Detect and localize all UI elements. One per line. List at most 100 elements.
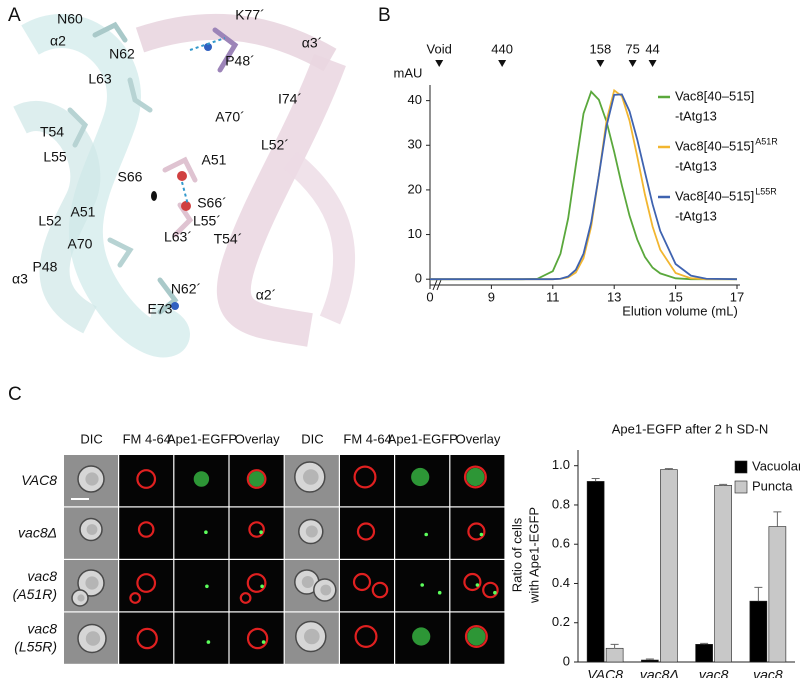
error-bar xyxy=(610,643,619,649)
residue-label: N60 xyxy=(57,11,83,27)
bar xyxy=(714,485,732,663)
residue-label: N62´ xyxy=(171,281,201,297)
dic-vacuole xyxy=(85,576,99,590)
gfp-punctum xyxy=(475,583,480,587)
y-tick-label: 0.6 xyxy=(552,536,570,551)
standard-marker xyxy=(435,60,444,67)
micrograph xyxy=(119,560,174,612)
micrograph xyxy=(174,612,229,664)
residue-label: A70´ xyxy=(215,109,245,125)
panel-letter: C xyxy=(8,384,22,405)
y-axis-label: with Ape1-EGFP xyxy=(526,507,541,604)
standard-marker xyxy=(596,60,605,67)
gfp-punctum xyxy=(424,532,429,537)
micrograph xyxy=(395,507,450,559)
legend-label: -tAtg13 xyxy=(675,208,717,223)
gfp-punctum xyxy=(205,584,209,589)
column-header: Ape1-EGFP xyxy=(388,431,458,446)
residue-label: P48´ xyxy=(225,53,255,69)
micrograph xyxy=(229,560,284,612)
gfp-punctum xyxy=(493,590,497,595)
y-tick-label: 10 xyxy=(408,226,422,241)
gfp-signal xyxy=(467,627,486,646)
x-tick-label: 9 xyxy=(488,289,495,304)
vacuole-membrane xyxy=(464,624,488,648)
vacuole-membrane xyxy=(353,465,377,489)
row-label: vac8 xyxy=(27,568,57,584)
y-tick-label: 0 xyxy=(415,271,422,286)
bar xyxy=(749,600,768,663)
gfp-signal xyxy=(412,627,431,646)
vacuole-membrane xyxy=(463,572,482,592)
residue-label: I74´ xyxy=(278,91,302,107)
legend-swatch xyxy=(734,480,748,494)
standard-label: 44 xyxy=(645,41,659,56)
micrograph xyxy=(450,507,505,559)
bar xyxy=(660,469,678,663)
residue-label: A51 xyxy=(71,204,96,220)
gfp-signal xyxy=(248,471,265,487)
y-tick-label: 1.0 xyxy=(552,457,570,472)
y-tick-label: 30 xyxy=(408,137,422,152)
residue-label: L52 xyxy=(38,213,62,229)
legend-swatch xyxy=(734,460,748,474)
legend-label: Puncta xyxy=(752,478,793,493)
legend-label: -tAtg13 xyxy=(675,158,717,173)
vacuole-membrane xyxy=(352,572,372,592)
bar xyxy=(695,644,713,663)
residue-label: L55´ xyxy=(193,213,221,229)
column-header: DIC xyxy=(301,431,323,446)
vacuole-membrane xyxy=(136,469,157,489)
error-bar xyxy=(700,642,709,645)
column-header: Ape1-EGFP xyxy=(167,431,237,446)
error-bar xyxy=(664,468,673,470)
gfp-signal xyxy=(411,467,430,487)
gfp-signal xyxy=(466,467,485,487)
series-line xyxy=(430,93,738,281)
micrograph xyxy=(340,455,394,507)
standard-label: 158 xyxy=(590,41,612,56)
residue-label: T54 xyxy=(40,124,64,140)
dic-vacuole xyxy=(301,576,314,588)
y-tick-label: 0.8 xyxy=(552,496,570,511)
x-tick-label: vac8Δ xyxy=(640,667,679,678)
standard-label: Void xyxy=(427,41,452,56)
elution-chart: 0 10 20 30 40 0 9 11 13 15 17 mAU Elution volume (mL… xyxy=(394,41,779,318)
x-tick-label: 0 xyxy=(426,289,433,304)
legend-label: Vacuolar xyxy=(752,458,800,473)
vacuole-membrane xyxy=(246,573,267,593)
vacuole-membrane xyxy=(371,581,389,599)
gfp-punctum xyxy=(260,584,264,589)
bar xyxy=(605,647,624,663)
y-axis-label: mAU xyxy=(394,65,423,80)
x-tick-label: 11 xyxy=(546,289,560,304)
x-tick-label: vac8 xyxy=(753,667,783,678)
bar xyxy=(586,481,605,663)
residue-label: α2´ xyxy=(256,287,277,303)
legend-label: -tAtg13 xyxy=(675,108,717,123)
gfp-punctum xyxy=(206,640,211,644)
residue-label: E73 xyxy=(148,301,173,317)
vacuole-membrane xyxy=(354,624,378,648)
x-axis-label: Elution volume (mL) xyxy=(622,303,738,318)
column-header: Overlay xyxy=(456,431,501,446)
residue-label: A70 xyxy=(68,236,93,252)
error-bar xyxy=(754,586,763,602)
dic-vacuole xyxy=(77,594,85,602)
error-bar xyxy=(645,658,654,661)
vacuole-membrane xyxy=(467,522,486,541)
ratio-bar-chart: Ape1-EGFP after 2 h SD-N Ratio of cells wi… xyxy=(509,421,800,682)
residue-label: α3 xyxy=(12,271,28,287)
x-tick-label: 17 xyxy=(730,289,744,304)
standard-label: 440 xyxy=(491,41,513,56)
residue-label: L55 xyxy=(43,149,67,165)
x-tick-label: 15 xyxy=(668,289,682,304)
y-tick-label: 0.2 xyxy=(552,614,570,629)
standard-marker xyxy=(628,60,637,67)
error-bar xyxy=(773,511,782,527)
micrograph xyxy=(340,612,394,664)
panel-letter: A xyxy=(8,5,21,26)
vacuole-membrane xyxy=(463,465,487,489)
